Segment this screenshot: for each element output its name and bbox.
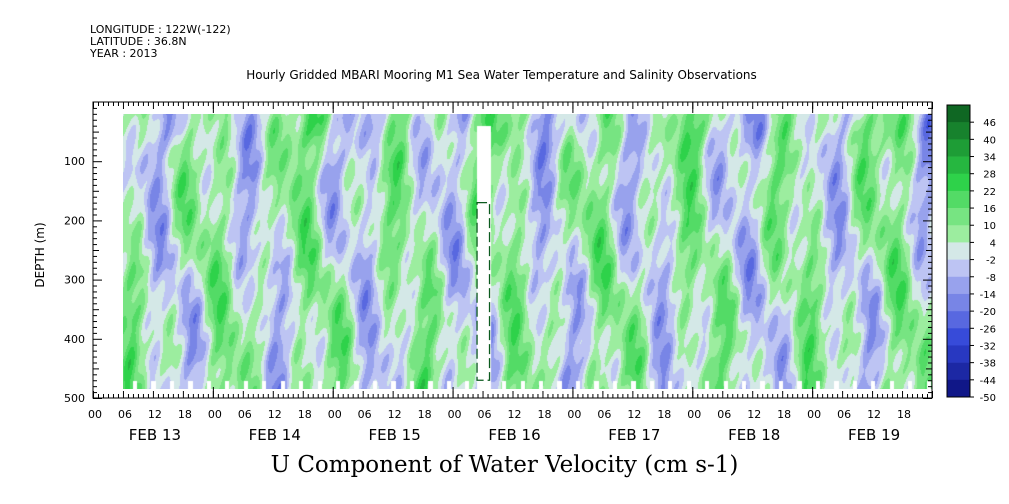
x-date-label: FEB 18 xyxy=(728,426,780,444)
longitude-label: LONGITUDE : 122W(-122) xyxy=(90,23,231,36)
chart-title-text: Hourly Gridded MBARI Mooring M1 Sea Wate… xyxy=(246,68,757,82)
x-hour-tick-label: 12 xyxy=(508,408,522,421)
colorbar-cell xyxy=(947,122,970,140)
colorbar-label: -38 xyxy=(980,359,996,370)
x-hour-tick-label: 00 xyxy=(328,408,342,421)
x-hour-tick-label: 06 xyxy=(597,408,611,421)
y-tick-label: 500 xyxy=(64,392,85,405)
x-hour-tick-label: 18 xyxy=(657,408,671,421)
colorbar-label: -14 xyxy=(980,290,996,301)
colorbar-label: 4 xyxy=(990,238,996,249)
colorbar-label: 16 xyxy=(983,204,996,215)
colorbar-cell xyxy=(947,173,970,192)
colorbar-cell xyxy=(947,105,970,123)
x-hour-tick-label: 18 xyxy=(777,408,791,421)
colorbar-cell xyxy=(947,242,970,260)
x-hour-tick-label: 06 xyxy=(837,408,851,421)
x-hour-tick-label: 12 xyxy=(867,408,881,421)
y-tick-label: 400 xyxy=(64,333,85,346)
colorbar-cell xyxy=(947,345,970,363)
colorbar-cell xyxy=(947,208,970,226)
x-hour-tick-label: 12 xyxy=(627,408,641,421)
x-date-label: FEB 14 xyxy=(249,426,301,444)
year-label: YEAR : 2013 xyxy=(90,47,158,60)
colorbar-cell xyxy=(947,362,970,381)
x-hour-tick-label: 12 xyxy=(388,408,402,421)
latitude-label: LATITUDE : 36.8N xyxy=(90,35,187,48)
colorbar-label: -44 xyxy=(980,376,996,387)
colorbar-cell xyxy=(947,276,970,295)
colorbar-label: 40 xyxy=(983,135,996,146)
x-hour-tick-label: 18 xyxy=(897,408,911,421)
x-date-label: FEB 13 xyxy=(129,426,181,444)
colorbar-label: 28 xyxy=(983,170,996,181)
x-hour-tick-label: 00 xyxy=(88,408,102,421)
colorbar-label: -26 xyxy=(980,324,996,335)
x-hour-tick-label: 00 xyxy=(687,408,701,421)
x-hour-tick-label: 06 xyxy=(238,408,252,421)
y-tick-label: 300 xyxy=(64,274,85,287)
colorbar-cell xyxy=(947,311,970,329)
x-hour-tick-label: 18 xyxy=(537,408,551,421)
variable-title: U Component of Water Velocity (cm s-1) xyxy=(0,452,1009,478)
colorbar-label: -32 xyxy=(980,341,996,352)
x-hour-tick-label: 00 xyxy=(567,408,581,421)
x-hour-tick-label: 06 xyxy=(478,408,492,421)
x-hour-tick-label: 06 xyxy=(358,408,372,421)
colorbar-cell xyxy=(947,139,970,157)
colorbar-cell xyxy=(947,190,970,209)
data-gap-outline xyxy=(476,201,491,381)
colorbar-cell xyxy=(947,225,970,243)
y-tick-label: 200 xyxy=(64,214,85,227)
variable-title-text: U Component of Water Velocity (cm s-1) xyxy=(270,452,739,478)
colorbar-label: 34 xyxy=(983,153,996,164)
colorbar: 46 40 34 28 22 16 10 4 -2 -8 -14 -20 -26 -32 -38 -44 -50 xyxy=(946,104,996,404)
x-hour-tick-label: 00 xyxy=(807,408,821,421)
x-hour-tick-label: 12 xyxy=(747,408,761,421)
colorbar-cell xyxy=(947,156,970,175)
x-hour-tick-label: 12 xyxy=(148,408,162,421)
x-date-label: FEB 19 xyxy=(848,426,900,444)
chart-title: Hourly Gridded MBARI Mooring M1 Sea Wate… xyxy=(0,68,1009,82)
colorbar-label: -8 xyxy=(986,273,996,284)
colorbar-frame xyxy=(946,104,971,398)
y-axis-label: DEPTH (m) xyxy=(33,222,47,287)
heatmap-raster xyxy=(123,114,932,389)
x-date-label: FEB 16 xyxy=(488,426,540,444)
x-hour-tick-label: 18 xyxy=(178,408,192,421)
plot-axes: 00 06 12 18 00 06 12 18 00 06 12 18 00 06 12 18 00 06 12 18… xyxy=(64,101,933,444)
x-hour-tick-label: 00 xyxy=(208,408,222,421)
colorbar-label: 22 xyxy=(983,187,996,198)
x-hour-tick-label: 06 xyxy=(118,408,132,421)
colorbar-cell xyxy=(947,293,970,312)
colorbar-label: 10 xyxy=(983,221,996,232)
x-date-label: FEB 17 xyxy=(608,426,660,444)
x-date-label: FEB 15 xyxy=(369,426,421,444)
colorbar-cell xyxy=(947,379,970,398)
colorbar-label: -50 xyxy=(980,393,996,404)
x-hour-tick-label: 18 xyxy=(298,408,312,421)
heatmap-field xyxy=(123,114,932,389)
colorbar-label: -20 xyxy=(980,307,996,318)
colorbar-label: 46 xyxy=(983,118,996,129)
y-tick-label: 100 xyxy=(64,155,85,168)
x-hour-tick-label: 06 xyxy=(717,408,731,421)
x-hour-tick-label: 00 xyxy=(448,408,462,421)
colorbar-label: -2 xyxy=(986,256,996,267)
colorbar-cell xyxy=(947,259,970,278)
x-hour-tick-label: 12 xyxy=(268,408,282,421)
x-hour-tick-label: 18 xyxy=(418,408,432,421)
colorbar-cell xyxy=(947,328,970,346)
